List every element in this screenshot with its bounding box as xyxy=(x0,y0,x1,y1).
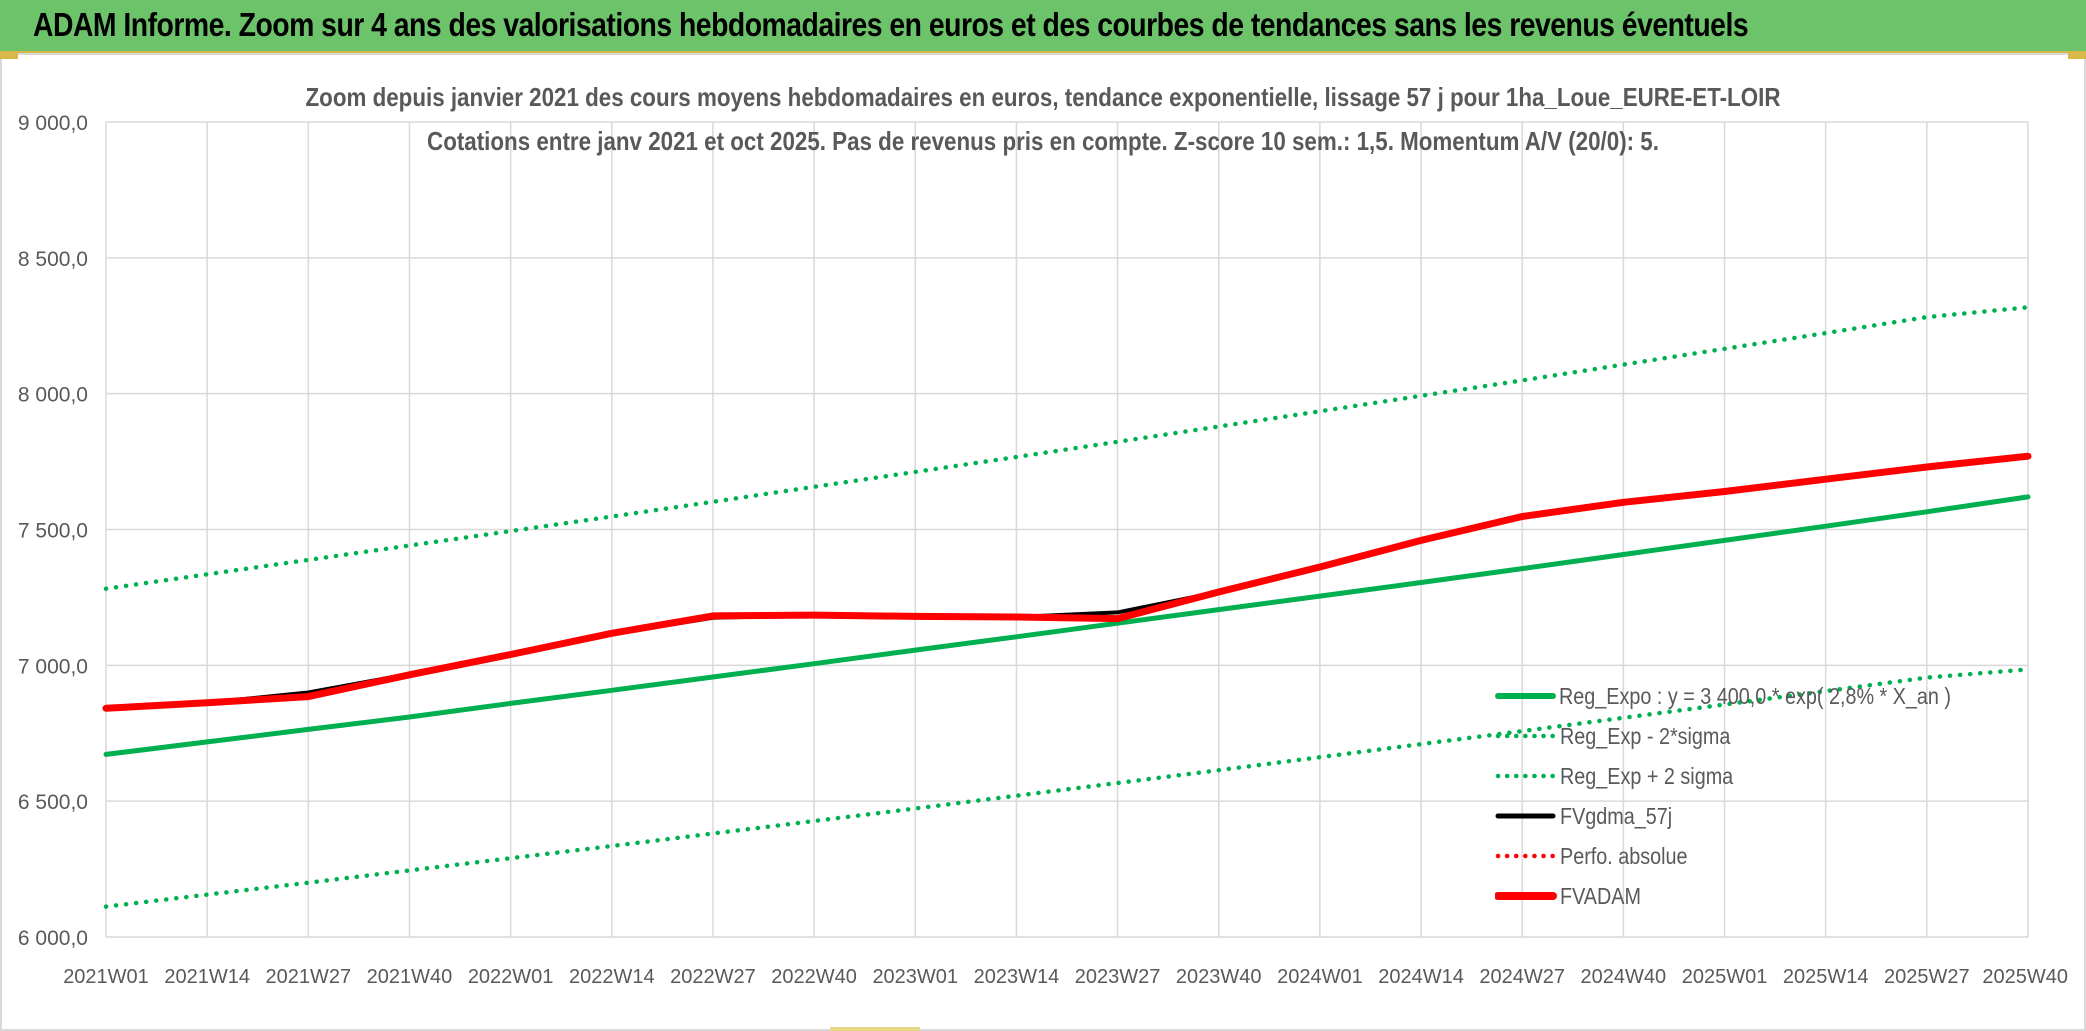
legend-swatch xyxy=(1495,892,1557,900)
x-tick-label: 2023W27 xyxy=(1075,966,1161,988)
x-tick-label: 2021W01 xyxy=(63,966,149,988)
page-title: ADAM Informe. Zoom sur 4 ans des valoris… xyxy=(33,6,1749,43)
x-tick-label: 2022W14 xyxy=(569,966,655,988)
x-tick-label: 2023W01 xyxy=(872,966,958,988)
x-tick-label: 2021W14 xyxy=(164,966,250,988)
legend-item: Reg_Exp - 2*sigma xyxy=(1495,716,2015,756)
x-tick-label: 2021W40 xyxy=(367,966,453,988)
series-line xyxy=(103,305,2031,591)
header-banner: ADAM Informe. Zoom sur 4 ans des valoris… xyxy=(0,0,2086,53)
legend-label: Reg_Exp - 2*sigma xyxy=(1560,722,1731,749)
legend-swatch xyxy=(1495,733,1556,739)
legend-label: Perfo. absolue xyxy=(1560,842,1688,869)
x-tick-label: 2022W27 xyxy=(670,966,756,988)
legend-item: FVgdma_57j xyxy=(1495,796,2015,836)
legend-label: FVADAM xyxy=(1560,882,1641,909)
y-tick-label: 7 000,0 xyxy=(18,655,88,678)
x-tick-label: 2021W27 xyxy=(266,966,352,988)
x-tick-label: 2024W27 xyxy=(1479,966,1565,988)
y-tick-label: 8 000,0 xyxy=(18,384,88,407)
legend-item: Reg_Exp + 2 sigma xyxy=(1495,756,2015,796)
legend-item: Reg_Expo : y = 3 400,0 * exp( 2,8% * X_a… xyxy=(1495,676,2015,716)
y-tick-label: 8 500,0 xyxy=(18,248,88,271)
chart-legend: Reg_Expo : y = 3 400,0 * exp( 2,8% * X_a… xyxy=(1495,676,2015,916)
legend-swatch xyxy=(1495,853,1556,859)
x-tick-label: 2022W01 xyxy=(468,966,554,988)
x-tick-label: 2022W40 xyxy=(771,966,857,988)
legend-label: Reg_Exp + 2 sigma xyxy=(1560,762,1734,789)
chart-title-line-1: Zoom depuis janvier 2021 des cours moyen… xyxy=(305,82,1781,112)
legend-swatch xyxy=(1495,773,1556,779)
x-tick-label: 2025W27 xyxy=(1884,966,1970,988)
x-tick-label: 2023W14 xyxy=(974,966,1060,988)
legend-label: Reg_Expo : y = 3 400,0 * exp( 2,8% * X_a… xyxy=(1559,682,1952,709)
x-tick-label: 2024W14 xyxy=(1378,966,1464,988)
legend-item: Perfo. absolue xyxy=(1495,836,2015,876)
legend-swatch xyxy=(1495,693,1556,699)
x-tick-label: 2025W40 xyxy=(1982,966,2068,988)
y-tick-label: 6 500,0 xyxy=(18,791,88,814)
x-tick-label: 2024W40 xyxy=(1581,966,1667,988)
x-tick-label: 2025W01 xyxy=(1682,966,1768,988)
series-line xyxy=(103,494,2031,757)
legend-swatch xyxy=(1495,813,1556,819)
x-tick-label: 2025W14 xyxy=(1783,966,1869,988)
legend-label: FVgdma_57j xyxy=(1560,802,1673,829)
y-tick-label: 9 000,0 xyxy=(18,112,88,135)
series-line xyxy=(104,454,2030,711)
x-tick-label: 2024W01 xyxy=(1277,966,1363,988)
series-line xyxy=(103,667,2031,909)
chart-title-line-2: Cotations entre janv 2021 et oct 2025. P… xyxy=(427,126,1659,156)
legend-item: FVADAM xyxy=(1495,876,2015,916)
y-tick-label: 6 000,0 xyxy=(18,927,88,950)
chart-frame xyxy=(0,53,2086,1031)
bottom-accent xyxy=(830,1027,920,1031)
series-line xyxy=(102,452,2032,712)
corner-accent-left xyxy=(0,53,18,59)
y-tick-label: 7 500,0 xyxy=(18,520,88,543)
corner-accent-right xyxy=(2068,53,2086,59)
x-tick-label: 2023W40 xyxy=(1176,966,1262,988)
